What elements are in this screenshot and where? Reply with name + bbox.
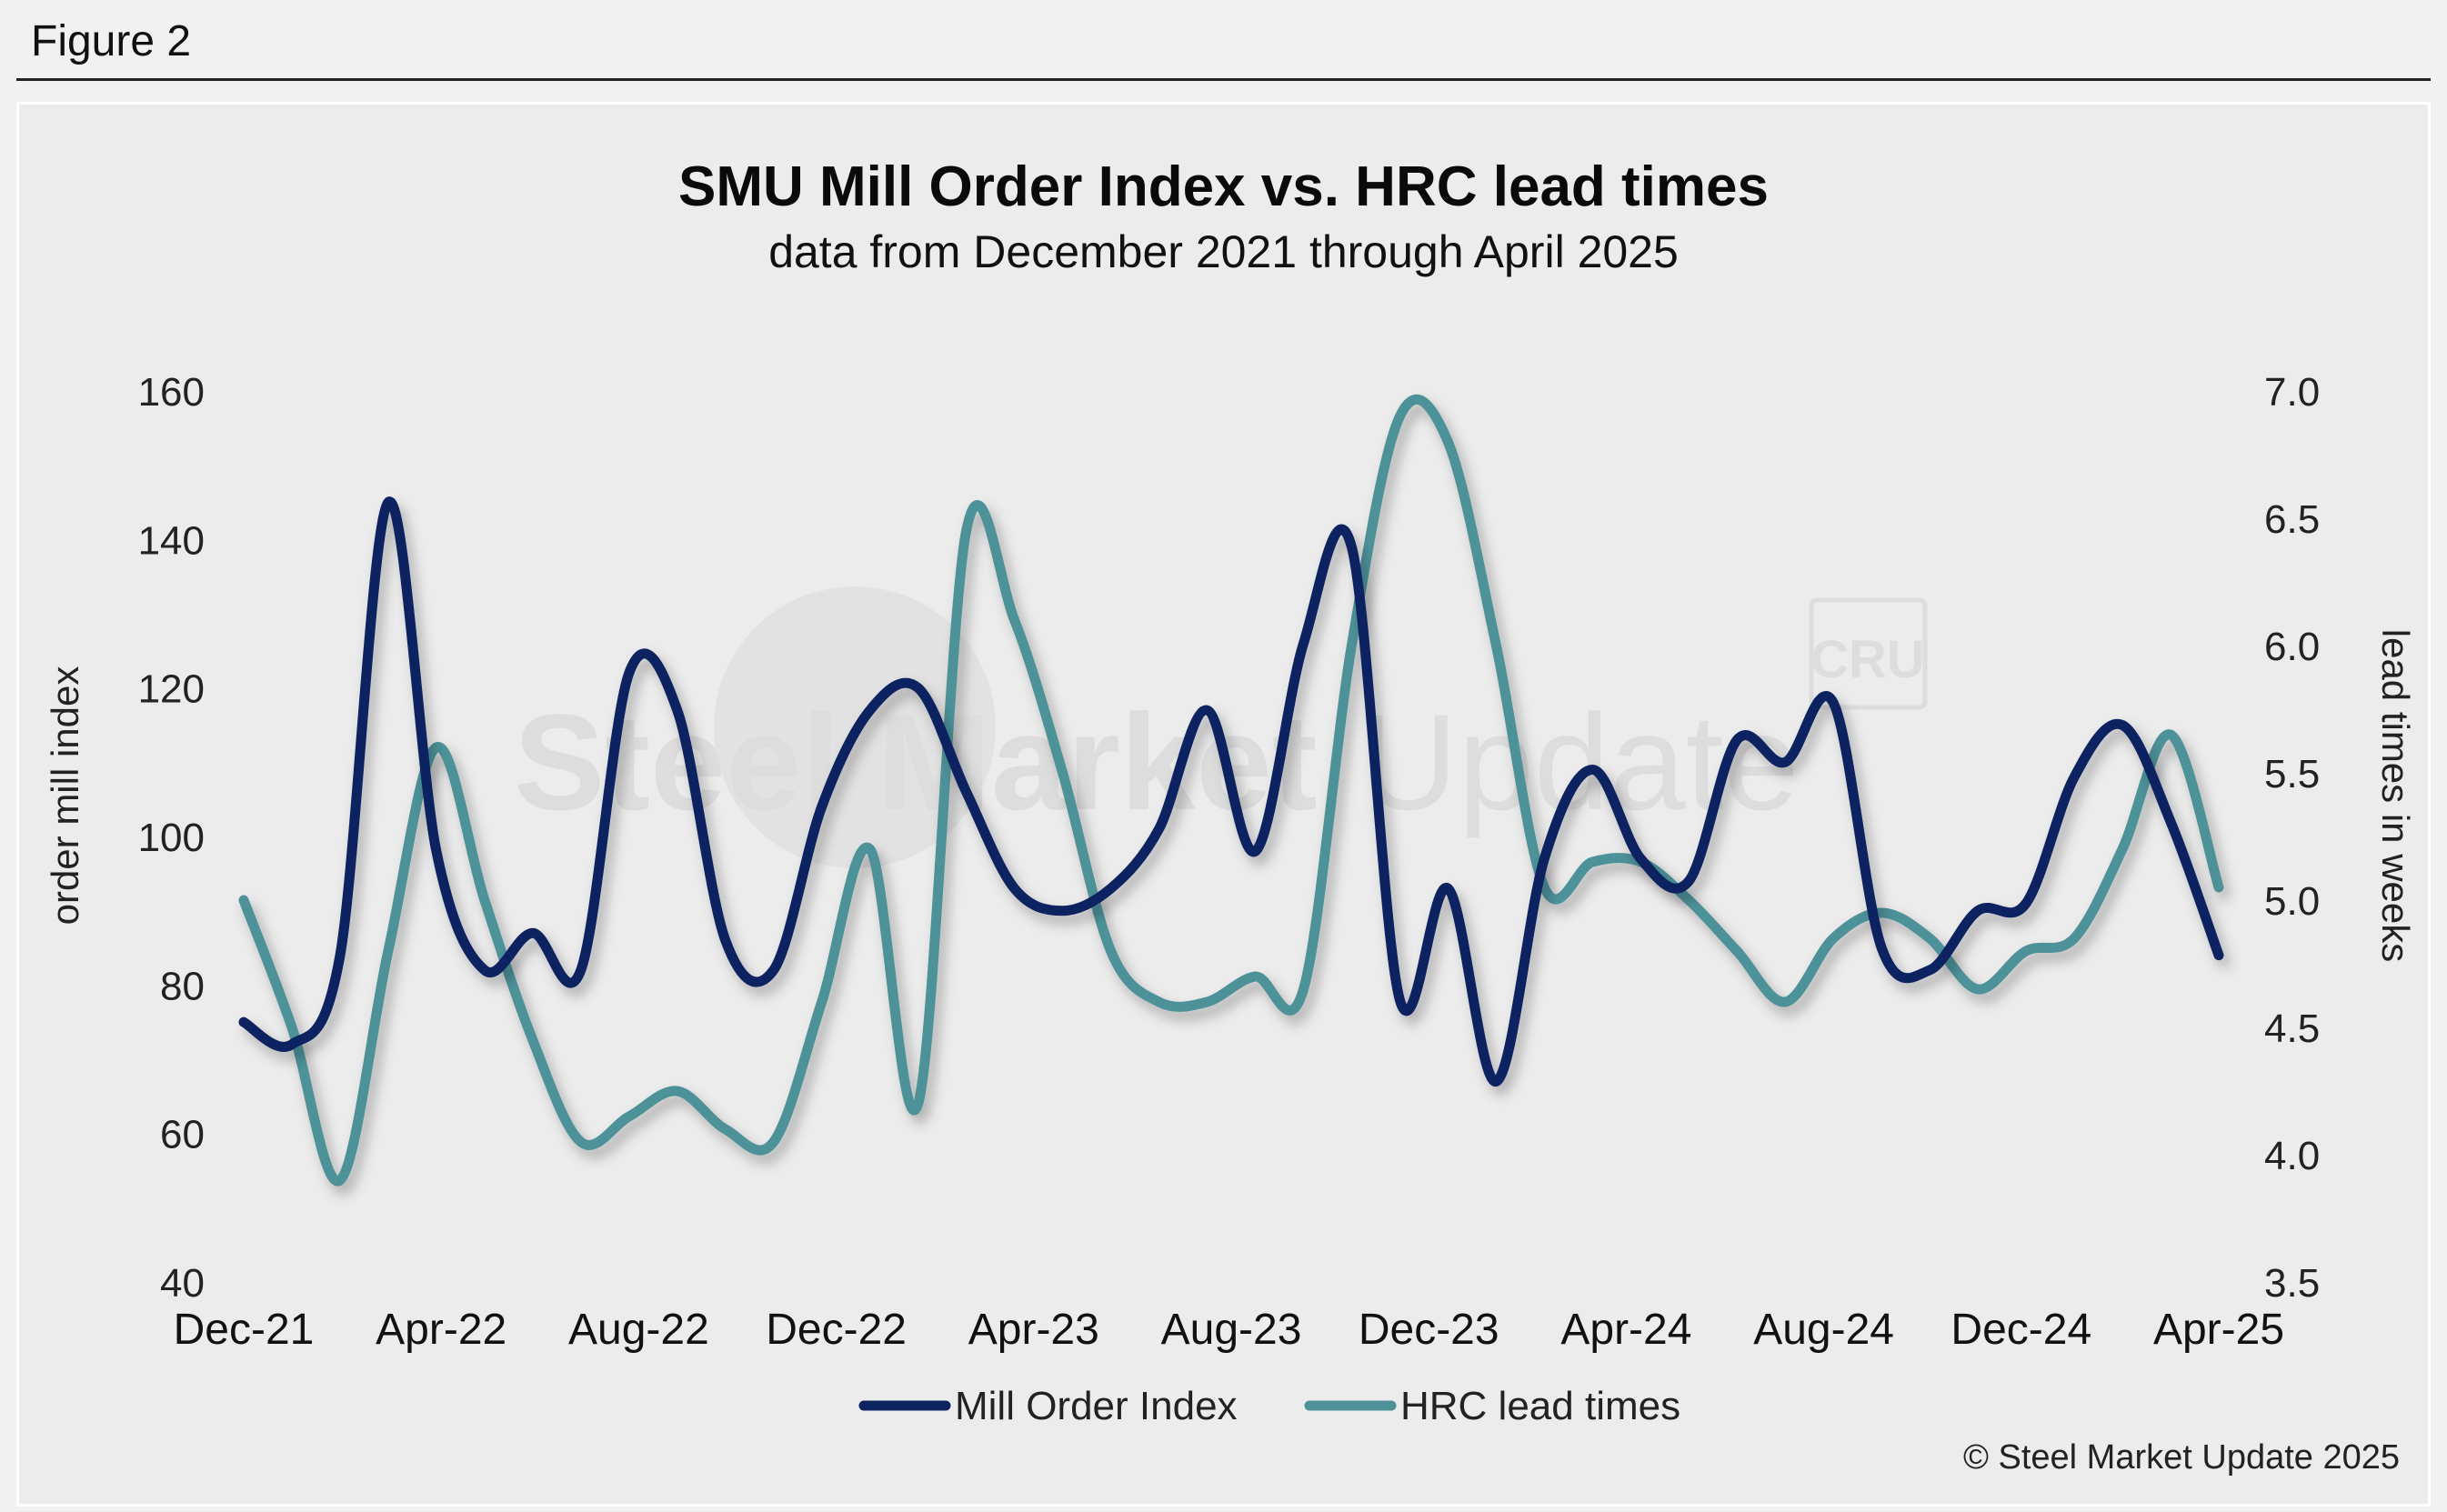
x-tick-label: Dec-24 [1951,1306,2091,1354]
x-tick-label: Apr-24 [1560,1306,1691,1354]
right-axis-ticks: 3.5 4.0 4.5 5.0 5.5 6.0 6.5 7.0 [2264,370,2320,1306]
x-tick-label: Aug-22 [568,1306,709,1354]
figure-label: Figure 2 [31,17,192,65]
y-tick-label: 140 [138,518,205,563]
legend-hrc-lead-times-label: HRC lead times [1400,1384,1680,1428]
y-tick-label: 60 [160,1113,205,1157]
y-tick-label: 120 [138,667,205,712]
y-tick-label: 100 [138,816,205,860]
y2-tick-label: 4.0 [2264,1134,2320,1178]
y2-tick-label: 5.0 [2264,879,2320,924]
y2-tick-label: 4.5 [2264,1006,2320,1051]
x-tick-label: Dec-21 [174,1306,315,1354]
left-axis-ticks: 40 60 80 100 120 140 160 [138,370,205,1306]
y2-tick-label: 6.0 [2264,625,2320,669]
chart-title: SMU Mill Order Index vs. HRC lead times [678,155,1769,218]
watermark-badge-text: CRU [1810,630,1925,689]
x-tick-label: Apr-23 [968,1306,1099,1354]
watermark-text-bold: Steel Market [514,686,1318,838]
mill-order-index-line [238,496,2224,1087]
watermark-text-light: Update [1359,686,1800,838]
y2-tick-label: 5.5 [2264,752,2320,796]
y-axis-title: order mill index [44,666,86,926]
chart-subtitle: data from December 2021 through April 20… [768,226,1679,277]
top-rule [16,78,2431,81]
x-tick-label: Aug-23 [1161,1306,1302,1354]
watermark-badge [1809,597,1928,710]
legend-mill-order-index-label: Mill Order Index [955,1384,1238,1428]
y-tick-label: 40 [160,1261,205,1306]
y-tick-label: 160 [138,370,205,415]
x-tick-label: Apr-25 [2153,1306,2284,1354]
y2-tick-label: 6.5 [2264,497,2320,542]
legend: Mill Order Index HRC lead times [858,1384,1680,1428]
y-tick-label: 80 [160,964,205,1008]
x-tick-label: Aug-24 [1753,1306,1894,1354]
x-tick-label: Dec-23 [1359,1306,1499,1354]
x-tick-label: Apr-22 [376,1306,506,1354]
y2-axis-title: lead times in weeks [2374,629,2417,963]
x-axis-ticks: Dec-21 Apr-22 Aug-22 Dec-22 Apr-23 Aug-23 Dec-… [174,1306,2284,1354]
series-layer [238,394,2224,1187]
watermark: Steel Market Update CRU [514,586,1928,868]
copyright: © Steel Market Update 2025 [1962,1438,2400,1477]
y2-tick-label: 3.5 [2264,1261,2320,1306]
x-tick-label: Dec-22 [766,1306,907,1354]
y2-tick-label: 7.0 [2264,370,2320,415]
hrc-lead-times-line [238,394,2224,1187]
